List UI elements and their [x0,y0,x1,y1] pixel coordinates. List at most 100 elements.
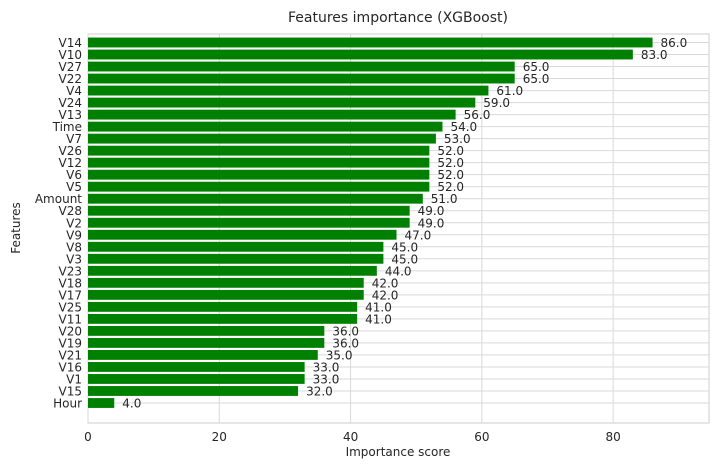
value-label: 54.0 [450,120,477,134]
x-tick-labels: 0 20 40 60 80 [84,430,621,444]
value-label: 86.0 [661,36,688,50]
bar [88,61,515,72]
bar [88,181,430,192]
value-label: 49.0 [418,204,445,218]
y-tick-label: V23 [59,264,82,278]
y-tick-label: V6 [66,168,82,182]
bar [88,133,436,144]
value-label: 52.0 [437,168,464,182]
value-label: 33.0 [313,360,340,374]
value-label: 52.0 [437,180,464,194]
y-tick-label: V25 [59,300,82,314]
bar [88,265,377,276]
y-tick-label: V9 [66,228,82,242]
value-label: 42.0 [372,276,399,290]
bar [88,241,384,252]
value-label: 56.0 [464,108,491,122]
bar [88,374,305,384]
bar [88,313,358,324]
bar [88,157,430,168]
y-tick-label: V22 [59,72,82,86]
value-label: 41.0 [365,312,392,326]
y-tick-label: V3 [66,252,82,266]
bar [88,205,410,216]
value-label: 49.0 [418,216,445,230]
bar [88,73,515,84]
y-tick-label: V24 [59,96,82,110]
y-tick-label: V10 [59,48,82,62]
value-labels: 86.083.065.065.061.059.056.054.053.052.0… [122,36,687,411]
value-label: 53.0 [444,132,471,146]
bar [88,121,443,132]
bar [88,398,115,408]
bar [88,301,358,312]
value-label: 36.0 [332,324,359,338]
bar [88,325,325,336]
y-tick-label: V18 [59,276,82,290]
y-tick-label: V11 [59,312,82,326]
value-label: 44.0 [385,264,412,278]
value-label: 47.0 [405,228,432,242]
y-tick-label: V12 [59,156,82,170]
y-tick-labels: V14V10V27V22V4V24V13TimeV7V26V12V6V5Amou… [35,36,82,411]
value-label: 51.0 [431,192,458,206]
value-label: 52.0 [437,144,464,158]
bar [88,337,325,348]
chart-title: Features importance (XGBoost) [288,10,508,26]
bar [88,169,430,180]
y-tick-label: V7 [66,132,82,146]
bar [88,386,299,396]
value-label: 41.0 [365,300,392,314]
value-label: 4.0 [122,397,141,411]
value-label: 45.0 [391,240,418,254]
value-label: 32.0 [306,384,333,398]
bar [88,37,653,48]
x-tick-label: 20 [212,430,227,444]
y-tick-label: V19 [59,336,82,350]
bar [88,350,318,360]
y-tick-label: V28 [59,204,82,218]
y-tick-label: Amount [35,192,82,206]
value-label: 65.0 [523,60,550,74]
y-tick-label: V27 [59,60,82,74]
y-tick-label: V5 [66,180,82,194]
y-tick-label: V17 [59,288,82,302]
bar [88,49,633,60]
x-tick-label: 60 [474,430,489,444]
bar [88,289,364,300]
value-label: 45.0 [391,252,418,266]
bar [88,229,397,240]
y-tick-label: V21 [59,348,82,362]
bar [88,193,423,204]
bar [88,109,456,120]
bar [88,217,410,228]
y-tick-label: V14 [59,36,82,50]
value-label: 59.0 [483,96,510,110]
x-tick-label: 40 [343,430,358,444]
x-axis-label: Importance score [346,445,451,459]
y-tick-label: V26 [59,144,82,158]
value-label: 42.0 [372,288,399,302]
x-tick-label: 80 [606,430,621,444]
bar [88,277,364,288]
y-tick-label: Time [52,120,82,134]
y-tick-label: V4 [66,84,82,98]
bar [88,362,305,372]
value-label: 83.0 [641,48,668,62]
y-tick-label: V2 [66,216,82,230]
value-label: 36.0 [332,336,359,350]
value-label: 61.0 [496,84,523,98]
value-label: 35.0 [326,348,353,362]
bars [88,37,653,408]
value-label: 65.0 [523,72,550,86]
y-axis-label: Features [9,202,23,254]
value-label: 52.0 [437,156,464,170]
y-tick-label: V13 [59,108,82,122]
bar [88,85,489,96]
y-tick-label: V15 [59,384,82,398]
bar [88,97,476,108]
bar [88,253,384,264]
y-tick-label: V8 [66,240,82,254]
